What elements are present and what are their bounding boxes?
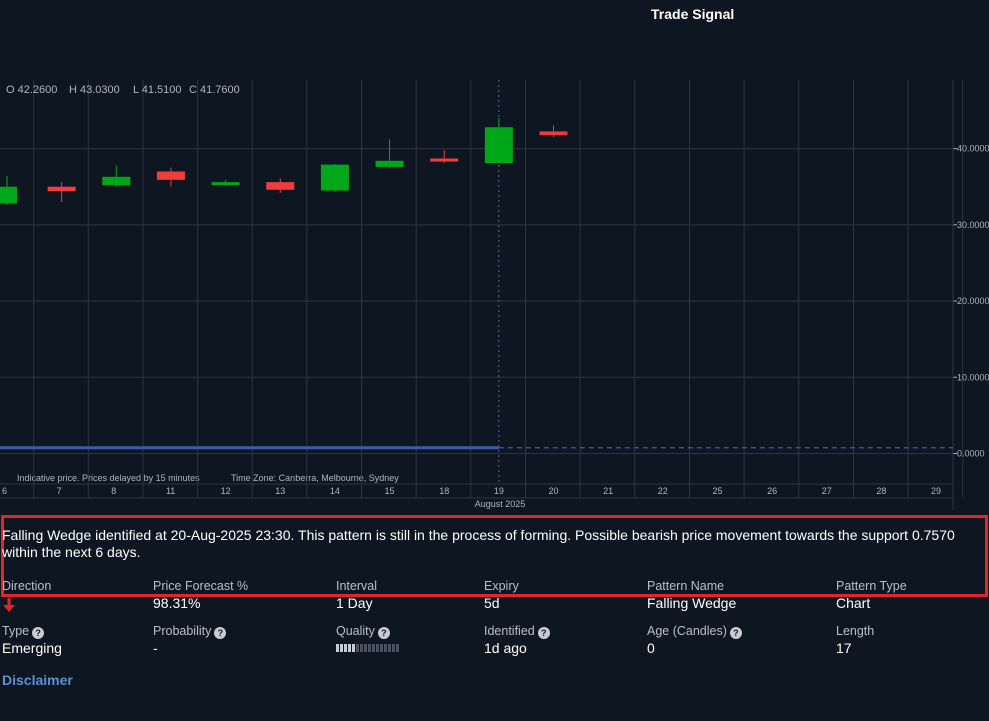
- price-chart[interactable]: Indicative price. Prices delayed by 15 m…: [0, 80, 989, 510]
- ohlc-open: O 42.2600: [6, 84, 57, 96]
- quality-label: Quality?: [336, 624, 390, 639]
- x-tick-label: 22: [658, 486, 668, 496]
- pattern-description: Falling Wedge identified at 20-Aug-2025 …: [2, 527, 955, 560]
- timezone-note: Time Zone: Canberra, Melbourne, Sydney: [231, 473, 399, 483]
- x-tick-label: 27: [822, 486, 832, 496]
- candle-body: [539, 131, 568, 136]
- page-title: Trade Signal: [651, 6, 735, 22]
- age-label: Age (Candles)?: [647, 624, 742, 639]
- quality-segment: [360, 644, 363, 652]
- probability-label: Probability?: [153, 624, 227, 639]
- x-tick-label: 25: [712, 486, 722, 496]
- quality-segment: [364, 644, 367, 652]
- probability-help-icon[interactable]: ?: [214, 627, 227, 639]
- x-tick-label: 26: [767, 486, 777, 496]
- x-tick-label: 15: [385, 486, 395, 496]
- pattern-name-label: Pattern Name: [647, 579, 725, 593]
- type-help-icon[interactable]: ?: [32, 627, 45, 639]
- quality-meter: [336, 644, 399, 652]
- ohlc-close: C 41.7600: [189, 84, 240, 96]
- x-tick-label: 19: [494, 486, 504, 496]
- price-forecast-label: Price Forecast %: [153, 579, 249, 593]
- candle-body: [320, 164, 349, 191]
- interval-label: Interval: [336, 579, 377, 593]
- interval-value: 1 Day: [336, 595, 373, 611]
- quality-segment: [384, 644, 387, 652]
- expiry-value: 5d: [484, 595, 500, 611]
- pattern-name-value: Falling Wedge: [647, 595, 737, 611]
- x-tick-label: 28: [876, 486, 886, 496]
- candle-body: [0, 186, 17, 204]
- quality-segment: [336, 644, 339, 652]
- y-tick-label: 20.0000: [957, 296, 989, 306]
- candle-body: [484, 127, 513, 164]
- length-label: Length: [836, 624, 875, 638]
- ohlc-low: L 41.5100: [133, 84, 182, 96]
- candlestick-chart[interactable]: Indicative price. Prices delayed by 15 m…: [0, 80, 989, 510]
- quality-segment: [368, 644, 371, 652]
- delay-note: Indicative price. Prices delayed by 15 m…: [17, 473, 200, 483]
- identified-help-icon[interactable]: ?: [537, 627, 550, 639]
- quality-segment: [392, 644, 395, 652]
- expiry-label: Expiry: [484, 579, 519, 593]
- candle-body: [211, 182, 240, 186]
- type-label: Type?: [2, 624, 45, 639]
- x-tick-label: 21: [603, 486, 613, 496]
- quality-segment: [380, 644, 383, 652]
- x-tick-label: 7: [57, 486, 62, 496]
- age-help-icon[interactable]: ?: [729, 627, 742, 639]
- y-tick-label: 40.0000: [957, 144, 989, 154]
- quality-segment: [396, 644, 399, 652]
- x-tick-label: 11: [166, 486, 175, 496]
- quality-segment: [356, 644, 359, 652]
- price-forecast-value: 98.31%: [153, 595, 201, 611]
- quality-segment: [372, 644, 375, 652]
- candle-body: [47, 186, 76, 192]
- quality-segment: [340, 644, 343, 652]
- candle-body: [430, 158, 459, 162]
- direction-label: Direction: [2, 579, 52, 593]
- quality-segment: [388, 644, 391, 652]
- quality-segment: [352, 644, 355, 652]
- quality-segment: [348, 644, 351, 652]
- disclaimer-link[interactable]: Disclaimer: [2, 672, 73, 688]
- x-tick-label: 14: [330, 486, 340, 496]
- quality-segment: [376, 644, 379, 652]
- x-group-label: August 2025: [475, 499, 526, 509]
- probability-value: -: [153, 640, 158, 656]
- x-tick-label: 18: [439, 486, 449, 496]
- type-value: Emerging: [2, 640, 62, 656]
- candle-body: [156, 171, 185, 180]
- x-tick-label: 29: [931, 486, 941, 496]
- y-tick-label: 0.0000: [957, 449, 985, 459]
- length-value: 17: [836, 640, 852, 656]
- x-tick-label: 6: [2, 486, 7, 496]
- identified-value: 1d ago: [484, 640, 527, 656]
- ohlc-high: H 43.0300: [69, 84, 120, 96]
- x-tick-label: 8: [111, 486, 116, 496]
- candle-body: [102, 176, 131, 186]
- y-tick-label: 10.0000: [957, 372, 989, 382]
- candle-body: [266, 182, 295, 190]
- identified-label: Identified?: [484, 624, 550, 639]
- age-value: 0: [647, 640, 655, 656]
- pattern-type-label: Pattern Type: [836, 579, 907, 593]
- x-tick-label: 12: [221, 486, 231, 496]
- quality-segment: [344, 644, 347, 652]
- pattern-type-value: Chart: [836, 595, 871, 611]
- quality-help-icon[interactable]: ?: [377, 627, 390, 639]
- x-tick-label: 20: [549, 486, 559, 496]
- y-tick-label: 30.0000: [957, 220, 989, 230]
- candle-body: [375, 160, 404, 167]
- bearish-arrow-icon: [3, 598, 15, 612]
- x-tick-label: 13: [275, 486, 285, 496]
